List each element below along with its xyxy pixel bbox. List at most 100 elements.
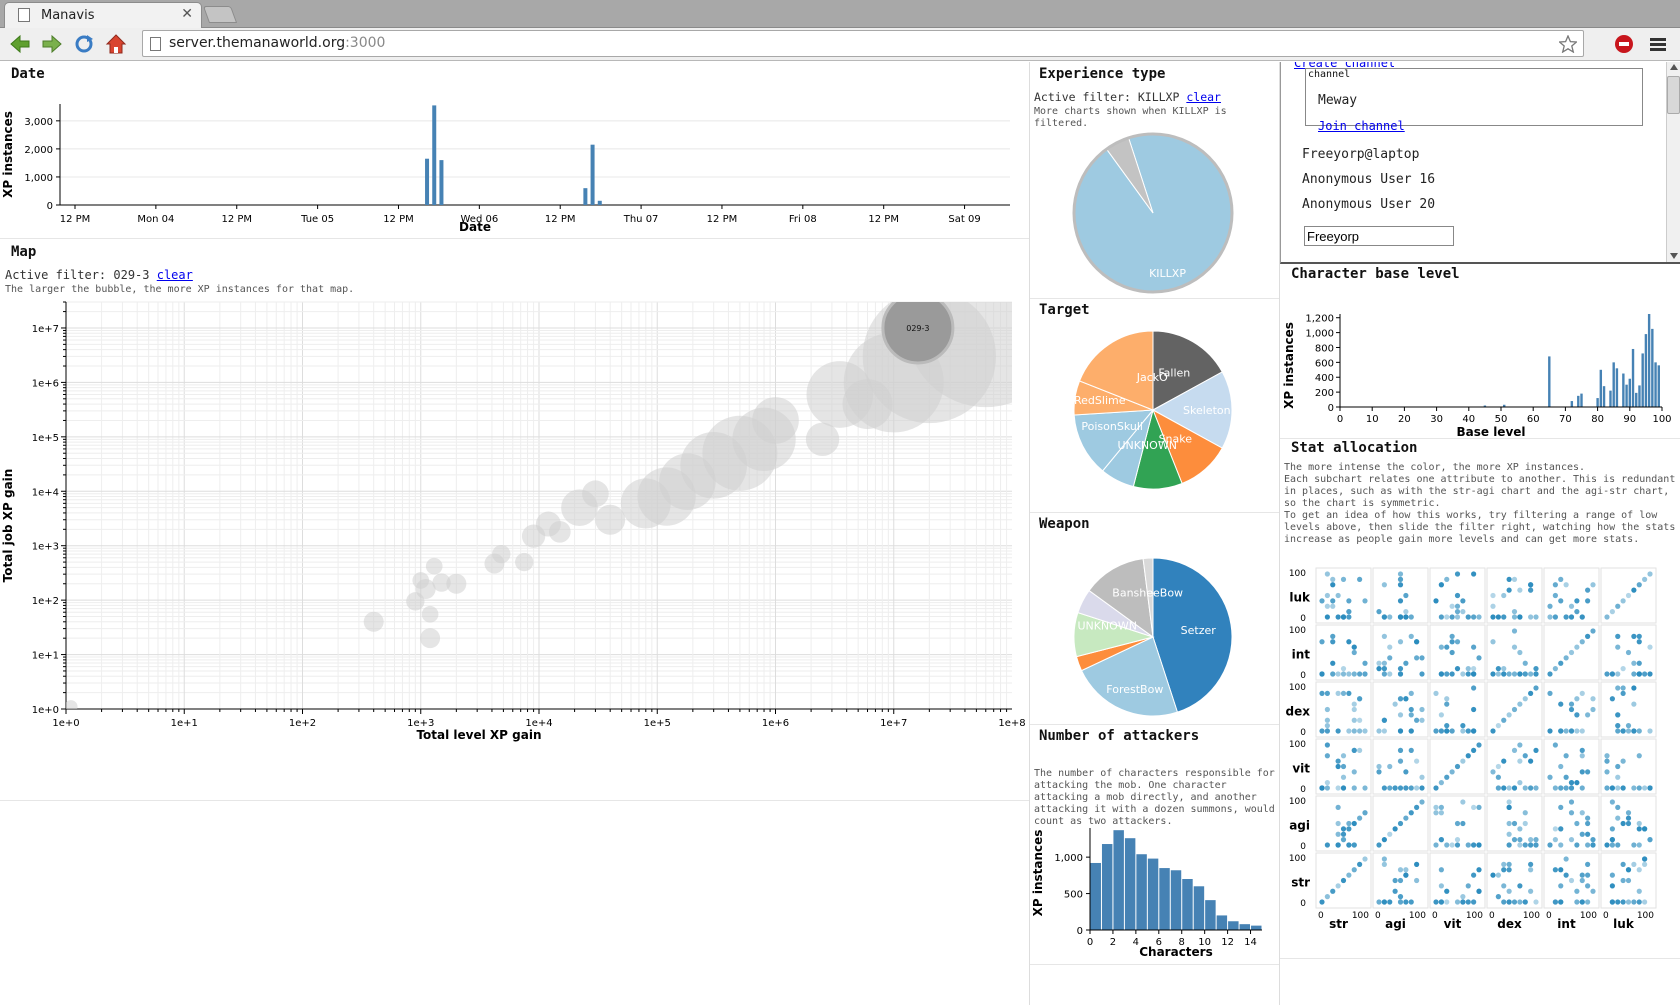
map-bubble[interactable] bbox=[582, 480, 609, 508]
stat-tick-label: 100 bbox=[1289, 683, 1306, 693]
pie-slice[interactable] bbox=[1080, 636, 1179, 717]
stat-cell[interactable] bbox=[1600, 567, 1657, 624]
stat-cell[interactable] bbox=[1429, 681, 1486, 738]
stat-dot bbox=[1568, 649, 1575, 656]
chat-scroll-thumb[interactable] bbox=[1667, 76, 1680, 114]
stat-dot bbox=[1444, 644, 1450, 650]
stat-dot bbox=[1579, 899, 1585, 905]
stat-col-label: vit bbox=[1444, 917, 1462, 931]
stat-matrix-chart[interactable]: luk1000int1000dex1000vit1000agi1000str10… bbox=[1280, 560, 1680, 940]
address-bar[interactable]: server.themanaworld.org:3000 bbox=[142, 30, 1584, 57]
panel-divider bbox=[0, 238, 1029, 239]
exp-filter-clear-link[interactable]: clear bbox=[1186, 90, 1221, 104]
back-button[interactable] bbox=[8, 32, 32, 56]
attackers-bar-chart[interactable]: 0 500 1,000 0 2 4 6 8 10 12 14 Characters XP instanc… bbox=[1030, 726, 1279, 966]
attackers-bar bbox=[1239, 924, 1251, 930]
map-bubble[interactable] bbox=[548, 520, 571, 543]
chat-name-input[interactable] bbox=[1304, 226, 1454, 246]
map-bubble[interactable] bbox=[425, 557, 443, 575]
pie-slice[interactable] bbox=[1151, 371, 1233, 449]
stat-dot bbox=[1438, 810, 1444, 816]
map-bubble[interactable] bbox=[595, 504, 626, 535]
stat-cell[interactable] bbox=[1543, 567, 1600, 624]
map-bubble[interactable] bbox=[420, 628, 441, 649]
stat-dot bbox=[1319, 639, 1325, 645]
weapon-pie[interactable]: Setzer ForestBow UNKNOWN BansheeBow bbox=[1030, 514, 1279, 724]
stat-tick-label: 0 bbox=[1546, 911, 1552, 921]
create-channel-link[interactable]: Create channel bbox=[1294, 62, 1396, 70]
stat-cell[interactable] bbox=[1315, 624, 1372, 681]
stat-dot bbox=[1340, 576, 1347, 582]
stat-dot bbox=[1585, 872, 1591, 878]
stat-cell[interactable] bbox=[1543, 681, 1600, 738]
attackers-bar bbox=[1182, 879, 1193, 930]
stat-cell[interactable] bbox=[1429, 624, 1486, 681]
map-filter-clear-link[interactable]: clear bbox=[156, 268, 193, 282]
stat-dot bbox=[1433, 842, 1439, 848]
stat-dot bbox=[1471, 644, 1477, 650]
stat-dot bbox=[1340, 614, 1347, 620]
x-tick-label: 1e+7 bbox=[880, 718, 907, 729]
pie-slice[interactable] bbox=[1078, 330, 1154, 411]
home-button[interactable] bbox=[104, 32, 128, 56]
pie-slice[interactable] bbox=[1088, 558, 1154, 639]
stat-cell[interactable] bbox=[1600, 624, 1657, 681]
channel-name[interactable]: Meway bbox=[1318, 93, 1358, 108]
forward-button[interactable] bbox=[40, 32, 64, 56]
map-bubble[interactable] bbox=[805, 422, 840, 456]
stat-row-label: str bbox=[1291, 876, 1310, 890]
experience-type-pie[interactable]: KILLXP bbox=[1030, 62, 1279, 298]
y-tick-label: 0 bbox=[1077, 926, 1083, 937]
date-chart[interactable]: 0 1,000 2,000 3,000 12 PM Mon 04 12 PM Tue 05 12… bbox=[0, 62, 1029, 238]
reload-button[interactable] bbox=[72, 32, 96, 56]
stat-dot bbox=[1636, 671, 1642, 677]
map-bubble[interactable] bbox=[432, 573, 451, 592]
stat-dot bbox=[1568, 810, 1575, 816]
pie-slice[interactable] bbox=[1142, 557, 1154, 638]
map-bubble[interactable] bbox=[363, 611, 384, 632]
browser-tab[interactable]: Manavis ✕ bbox=[4, 2, 202, 28]
stat-dot bbox=[1647, 671, 1653, 677]
extension-button[interactable] bbox=[1612, 32, 1636, 56]
stat-dot bbox=[1324, 614, 1330, 620]
stat-dot bbox=[1631, 701, 1637, 707]
map-bubble[interactable] bbox=[421, 605, 439, 623]
base-level-bar-chart[interactable]: 0 200 400 600 800 1,000 1,200 0 10 20 30 40 50 60 70 80… bbox=[1280, 264, 1680, 440]
chat-scrollbar[interactable] bbox=[1666, 62, 1680, 262]
stat-cell[interactable] bbox=[1543, 624, 1600, 681]
x-tick-label: 1e+1 bbox=[171, 718, 198, 729]
pie-slice[interactable] bbox=[1152, 330, 1223, 411]
map-bubble[interactable] bbox=[412, 572, 430, 589]
stat-dot bbox=[1438, 644, 1444, 650]
stat-cell[interactable] bbox=[1486, 624, 1543, 681]
map-bubble[interactable] bbox=[64, 700, 78, 713]
pie-slice[interactable] bbox=[1073, 409, 1155, 472]
new-tab-button[interactable] bbox=[202, 6, 238, 23]
stat-dot bbox=[1490, 592, 1496, 599]
map-bubble[interactable] bbox=[446, 573, 467, 594]
stat-dot bbox=[1533, 685, 1539, 691]
stat-cell[interactable] bbox=[1315, 795, 1372, 852]
stat-dot bbox=[1471, 685, 1477, 691]
stat-dot bbox=[1340, 690, 1347, 696]
join-channel-link[interactable]: Join channel bbox=[1318, 119, 1405, 133]
map-bubble-active[interactable] bbox=[881, 296, 955, 365]
pie-slice[interactable] bbox=[1152, 557, 1233, 713]
stat-dot bbox=[1506, 820, 1512, 827]
stat-dot bbox=[1585, 899, 1591, 905]
map-bubble[interactable] bbox=[492, 544, 511, 564]
map-bubble-chart[interactable]: 1e+0 1e+1 1e+2 1e+3 1e+4 1e+5 1e+6 1e+7 1e+8 1e+0… bbox=[0, 296, 1029, 806]
close-icon[interactable]: ✕ bbox=[181, 6, 193, 22]
stat-cell[interactable] bbox=[1486, 852, 1543, 909]
stat-cell[interactable] bbox=[1315, 681, 1372, 738]
stat-dot bbox=[1625, 592, 1632, 599]
stat-dot bbox=[1517, 758, 1523, 764]
menu-button[interactable] bbox=[1646, 32, 1670, 56]
map-bubble[interactable] bbox=[515, 552, 534, 572]
stat-cell[interactable] bbox=[1429, 852, 1486, 909]
stat-cell[interactable] bbox=[1543, 852, 1600, 909]
stat-cell[interactable] bbox=[1372, 681, 1429, 738]
stat-cell[interactable] bbox=[1600, 738, 1657, 795]
map-bubble[interactable] bbox=[752, 397, 799, 444]
